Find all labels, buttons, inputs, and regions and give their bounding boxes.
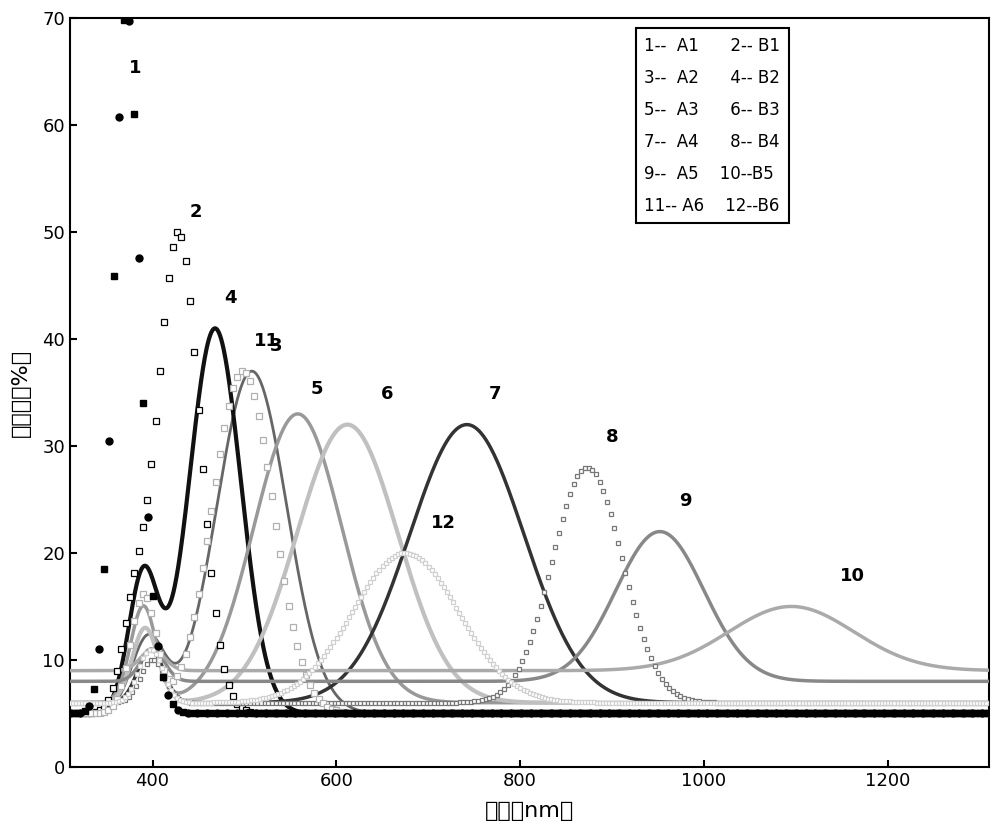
Text: 3: 3 bbox=[270, 337, 283, 355]
Text: 12: 12 bbox=[431, 513, 456, 532]
Text: 7: 7 bbox=[489, 385, 501, 404]
Text: 6: 6 bbox=[380, 385, 393, 404]
Text: 11: 11 bbox=[254, 332, 279, 349]
Text: 5: 5 bbox=[311, 380, 323, 398]
Text: 10: 10 bbox=[840, 567, 865, 585]
Text: 8: 8 bbox=[606, 428, 618, 446]
Text: 9: 9 bbox=[679, 493, 692, 510]
Text: 4: 4 bbox=[224, 289, 237, 307]
Text: 1: 1 bbox=[129, 59, 141, 77]
Text: 1--  A1      2-- B1
3--  A2      4-- B2
5--  A3      6-- B3
7--  A4      8-- B4
: 1-- A1 2-- B1 3-- A2 4-- B2 5-- A3 6-- B… bbox=[644, 37, 780, 215]
Y-axis label: 反射率（%）: 反射率（%） bbox=[11, 349, 31, 437]
Text: 2: 2 bbox=[189, 203, 202, 221]
X-axis label: 波长（nm）: 波长（nm） bbox=[485, 801, 574, 821]
